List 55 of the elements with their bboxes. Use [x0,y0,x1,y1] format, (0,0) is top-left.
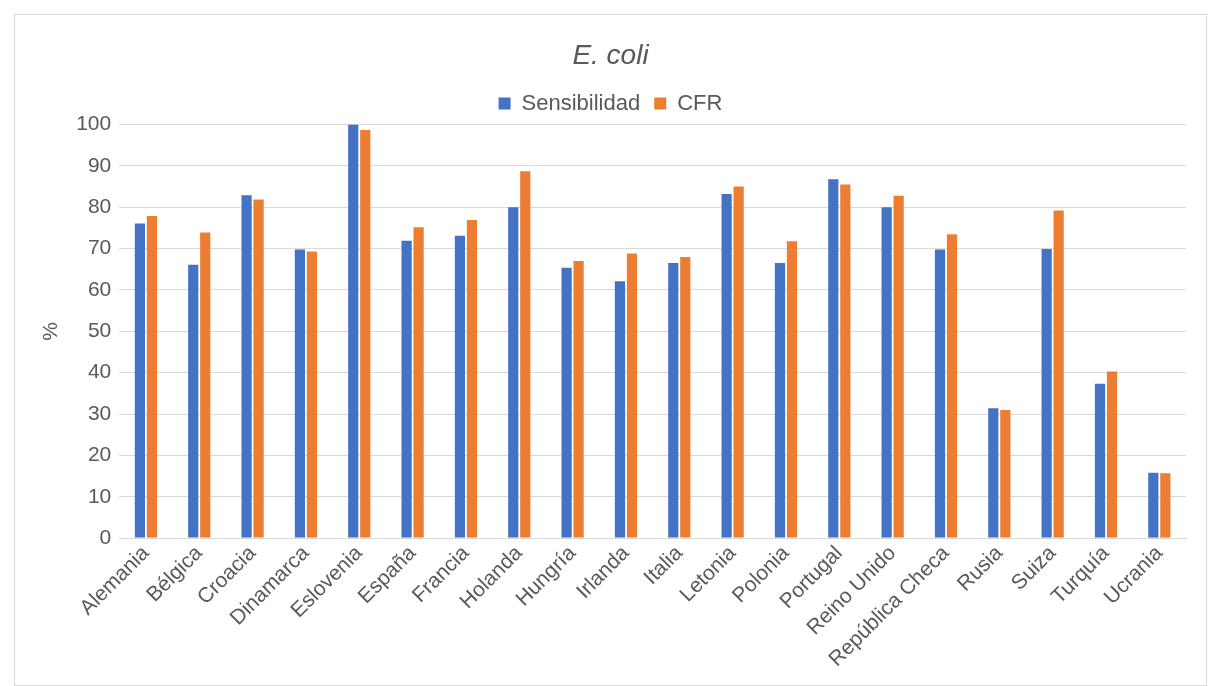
y-tick-label: 40 [87,359,112,383]
bar [1160,473,1171,538]
bar [828,179,839,538]
bar [1148,472,1159,538]
y-tick-label: 20 [87,442,112,466]
y-tick-label: 50 [87,318,112,342]
bar [253,199,264,538]
bar [614,281,626,538]
bar [561,267,572,538]
legend-label: CFR [677,89,723,115]
bar [1094,383,1106,538]
y-tick-label: 80 [87,194,112,218]
y-tick-label: 90 [87,152,112,176]
y-tick-label: 30 [87,400,112,424]
bar [1106,371,1118,538]
y-tick-label: 0 [99,524,112,548]
legend-label: Sensibilidad [521,89,641,115]
bar [680,256,691,538]
bar [241,195,252,538]
bar [988,408,999,538]
chart-title: E. coli [572,38,650,70]
bar [893,195,904,538]
bar [774,263,786,538]
bar [721,194,732,538]
bar [1041,249,1052,538]
bar [840,184,851,538]
bar [733,186,744,538]
bar [1053,210,1064,538]
bar [401,240,412,538]
bar [146,215,158,538]
y-tick-label: 100 [76,111,112,135]
bar [413,227,424,538]
bar [348,124,359,538]
bar [294,249,306,538]
bar [466,220,478,538]
bar [934,249,946,538]
bar [134,223,146,538]
bar [946,234,958,538]
bar [200,232,211,538]
bar [188,264,199,538]
bar [520,171,531,538]
bar [1000,409,1011,538]
y-tick-label: 70 [87,235,112,259]
bar [360,129,371,538]
bar [881,207,892,538]
bar [668,263,679,538]
bar [786,241,798,538]
bar [508,207,519,538]
bar [454,235,466,538]
bar [306,251,318,538]
y-axis-title: % [38,322,62,341]
y-tick-label: 60 [87,276,112,300]
bar [626,253,638,538]
bar [573,261,584,538]
y-tick-label: 10 [87,483,112,507]
